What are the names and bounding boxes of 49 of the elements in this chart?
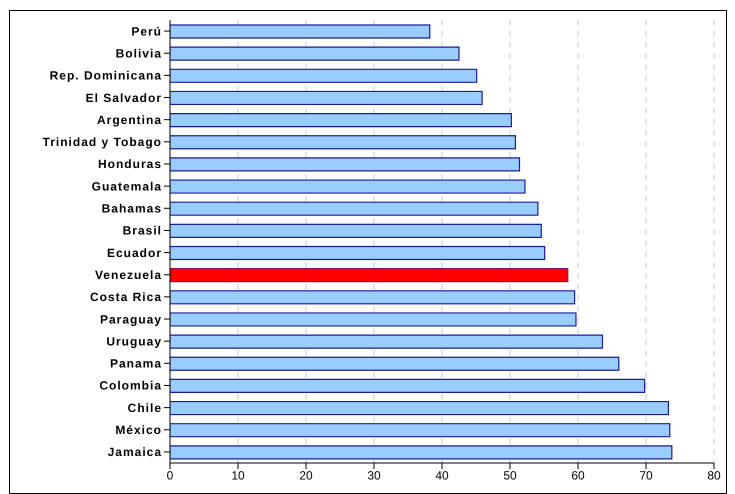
x-tick-label: 40 [435,468,449,483]
x-tick-label: 20 [299,468,313,483]
bar [170,224,542,238]
bar [170,334,604,349]
y-tick-label: Honduras [98,157,162,172]
y-tick-label: Venezuela [94,268,162,282]
y-tick-label: Panama [110,356,162,371]
y-tick-label: Uruguay [106,334,162,348]
y-tick-label: Brasil [122,224,162,238]
x-tick-label: 10 [231,468,245,483]
y-tick-label: Trinidad y Tobago [42,135,162,150]
y-tick-label: Paraguay [100,312,162,326]
x-tick-label: 30 [367,468,381,483]
y-tick-label: El Salvador [86,90,162,105]
bar [170,423,670,438]
bar [170,68,478,83]
bar [170,202,538,216]
y-tick-label: Guatemala [92,179,162,194]
bar [170,312,577,327]
bar [170,179,526,194]
bar [170,113,512,128]
y-tick-label: México [115,423,162,438]
bar [170,356,620,371]
y-tick-label: Colombia [99,378,162,393]
y-tick-label: Costa Rica [90,290,162,304]
bar [170,90,483,106]
bar [170,135,516,150]
y-tick-label: Chile [128,400,162,415]
y-tick-label: Jamaica [108,445,162,460]
y-tick-label: Perú [131,24,162,38]
y-tick-label: Rep. Dominicana [50,68,162,83]
y-tick-label: Argentina [96,112,162,127]
y-tick-label: Bolivia [116,46,162,60]
y-tick-label: Bahamas [102,202,162,216]
x-tick-label: 60 [571,468,585,483]
x-tick-label: 80 [707,468,721,483]
bar [170,290,576,304]
bar [170,268,568,282]
x-tick-label: 0 [166,468,174,483]
bar [170,378,646,393]
bar [170,400,670,416]
x-tick-label: 50 [503,468,517,483]
bar [170,157,520,172]
bar [170,46,460,61]
bar [170,24,430,39]
bar [170,445,672,460]
x-tick-label: 70 [639,468,653,483]
bar [170,246,546,260]
y-tick-label: Ecuador [106,246,162,260]
